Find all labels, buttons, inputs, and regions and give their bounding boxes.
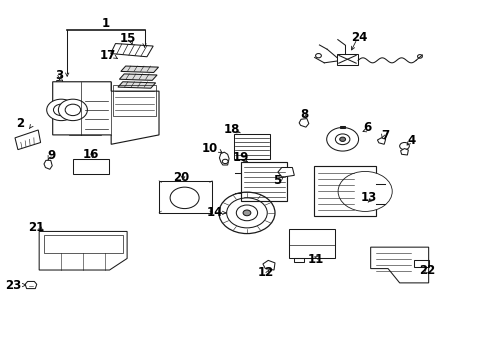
Circle shape [399,143,408,150]
Circle shape [337,171,391,211]
Polygon shape [15,130,41,150]
Polygon shape [263,260,274,270]
Bar [73,158,109,174]
Bar [233,134,269,158]
Circle shape [219,192,274,234]
Circle shape [339,137,345,141]
Text: 4: 4 [407,134,414,147]
Text: 22: 22 [419,264,435,276]
Bar [159,181,212,213]
Polygon shape [25,282,37,289]
Text: 20: 20 [172,171,188,184]
Bar [44,235,123,253]
Circle shape [47,99,76,121]
Text: 11: 11 [307,253,323,266]
Text: 19: 19 [232,151,249,165]
Circle shape [335,134,349,145]
Polygon shape [57,80,63,86]
Circle shape [326,127,358,151]
Polygon shape [336,54,357,64]
Text: 14: 14 [206,206,223,219]
Polygon shape [119,74,157,80]
Polygon shape [370,247,428,283]
Text: 23: 23 [5,279,21,292]
Circle shape [417,55,422,58]
Polygon shape [118,82,155,88]
Circle shape [243,210,250,216]
Polygon shape [377,138,385,144]
Text: 18: 18 [223,123,239,136]
Polygon shape [44,160,52,169]
Text: 21: 21 [28,221,44,234]
Text: 3: 3 [55,69,63,82]
Text: 9: 9 [47,149,56,162]
Text: 13: 13 [360,192,377,204]
Circle shape [315,54,321,58]
Circle shape [236,205,257,221]
Bar [313,166,376,216]
Polygon shape [299,118,308,127]
Polygon shape [110,44,153,57]
Text: 24: 24 [351,31,367,44]
Circle shape [222,159,227,163]
Text: 8: 8 [299,108,307,121]
Text: 16: 16 [82,148,99,161]
Polygon shape [219,152,228,165]
Text: 17: 17 [100,49,116,62]
Bar [241,162,286,202]
Text: 6: 6 [363,121,371,134]
Circle shape [53,104,69,116]
Polygon shape [121,66,158,72]
Circle shape [58,99,87,121]
Polygon shape [277,167,294,177]
Circle shape [226,198,267,228]
Text: 10: 10 [201,142,218,155]
Bar [289,229,335,258]
Polygon shape [400,149,407,155]
Bar [113,85,156,116]
Text: 15: 15 [119,32,136,45]
Circle shape [170,187,199,208]
Text: 7: 7 [380,129,388,142]
Circle shape [65,104,81,116]
Polygon shape [53,82,159,144]
Text: 1: 1 [102,17,110,30]
Text: 12: 12 [257,266,273,279]
Polygon shape [39,231,127,270]
Text: 2: 2 [16,117,24,130]
Text: 5: 5 [272,174,281,187]
